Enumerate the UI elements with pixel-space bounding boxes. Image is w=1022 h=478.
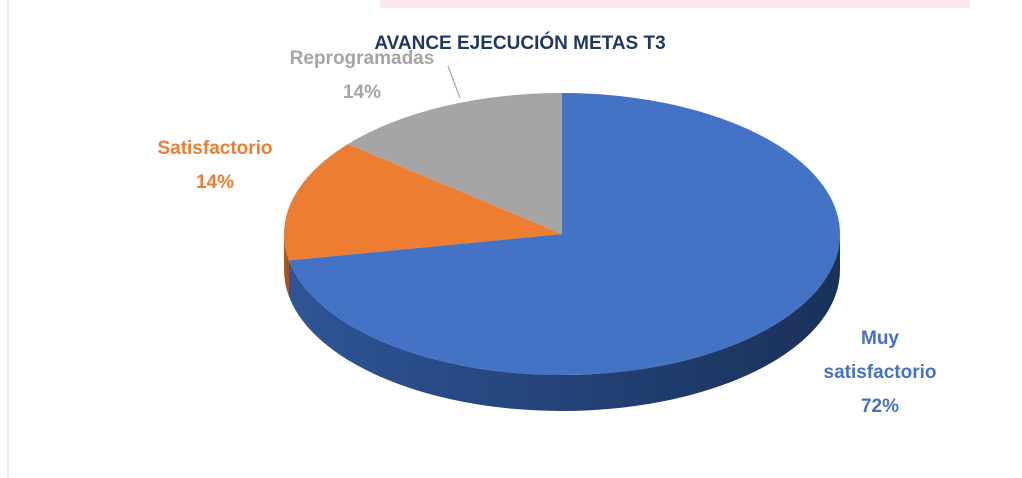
value-label: 14% — [342, 82, 382, 103]
category-label: Muy satisfactorio — [823, 328, 937, 383]
header-strip — [380, 0, 970, 8]
value-label: 14% — [195, 172, 235, 193]
category-label: Satisfactorio — [157, 138, 273, 159]
data-label: Satisfactorio 14% — [130, 132, 300, 200]
category-label: Reprogramadas — [289, 48, 435, 69]
slice — [288, 93, 840, 376]
slice-side — [284, 234, 289, 297]
slice-side — [288, 234, 841, 412]
leader-line — [447, 65, 461, 99]
data-label: Reprogramadas 14% — [262, 42, 462, 110]
chart-title: AVANCE EJECUCIÓN METAS T3 — [374, 33, 666, 54]
value-label: 72% — [860, 396, 900, 417]
data-label: Muy satisfactorio 72% — [790, 322, 970, 424]
slice — [284, 144, 562, 261]
slice — [347, 92, 562, 234]
